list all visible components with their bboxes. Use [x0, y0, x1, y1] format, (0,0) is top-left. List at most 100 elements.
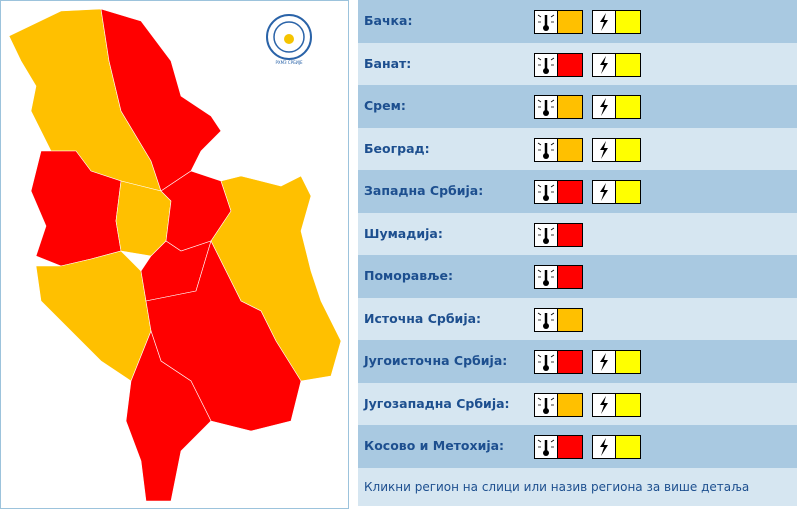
- region-row[interactable]: Банат:: [358, 42, 797, 85]
- logo-text: РХМЗ СРБИЈЕ: [275, 60, 303, 65]
- region-row[interactable]: Источна Србија:: [358, 297, 797, 340]
- level-box: [557, 392, 583, 417]
- bolt: [600, 353, 608, 371]
- level-box: [557, 307, 583, 332]
- thermo-bulb: [543, 237, 549, 244]
- heat-warning: [534, 180, 583, 204]
- region-row[interactable]: Поморавље:: [358, 255, 797, 298]
- heat-warning: [534, 10, 583, 34]
- level-box: [557, 265, 583, 289]
- region-name[interactable]: Срем:: [364, 98, 406, 113]
- region-row[interactable]: Шумадија:: [358, 212, 797, 255]
- region-row[interactable]: Косово и Метохија:: [358, 425, 797, 468]
- level-box: [557, 95, 583, 119]
- thermo-bulb: [543, 195, 549, 201]
- bolt: [600, 13, 608, 31]
- region-name[interactable]: Југоисточна Србија:: [364, 353, 508, 368]
- region-row[interactable]: Срем:: [358, 85, 797, 128]
- region-area[interactable]: [145, 240, 302, 432]
- bolt: [600, 183, 608, 201]
- thermo-bulb: [543, 407, 549, 414]
- region-name[interactable]: Шумадија:: [364, 225, 443, 241]
- storm-warning: [592, 10, 641, 34]
- storm-warning: [592, 52, 641, 77]
- logo-sun: [284, 34, 294, 44]
- level-box: [615, 52, 641, 77]
- heat-warning: [534, 265, 583, 289]
- sun-rays: [537, 142, 555, 150]
- logo: РХМЗ СРБИЈЕ: [266, 14, 312, 65]
- level-box: [557, 222, 583, 247]
- logo-ring: [273, 21, 305, 53]
- level-box: [615, 137, 641, 162]
- storm-warning: [592, 137, 641, 162]
- footer-note: Кликни регион на слици или назив региона…: [358, 467, 797, 506]
- region-table: Бачка: Банат: Срем: Београд: Западна Србија:…: [358, 0, 797, 506]
- region-name[interactable]: Источна Србија:: [364, 310, 482, 326]
- storm-warning: [592, 392, 641, 417]
- region-name[interactable]: Косово и Метохија:: [364, 438, 505, 453]
- region-row[interactable]: Југоисточна Србија:: [358, 340, 797, 383]
- sun-rays: [537, 269, 555, 278]
- heat-warning: [534, 137, 583, 162]
- heat-warning: [534, 95, 583, 119]
- level-box: [557, 10, 583, 34]
- heat-warning: [534, 222, 583, 247]
- region-rows: Бачка: Банат: Срем: Београд: Западна Србија:…: [358, 0, 797, 468]
- region-row[interactable]: Западна Србија:: [358, 170, 797, 213]
- region-row[interactable]: Југозападна Србија:: [358, 382, 797, 425]
- heat-warning: [534, 52, 583, 77]
- region-name[interactable]: Западна Србија:: [364, 183, 484, 198]
- sun-rays: [537, 439, 555, 448]
- sun-rays: [537, 14, 555, 23]
- level-box: [615, 95, 641, 119]
- thermo-bulb: [543, 67, 549, 74]
- thermo-bulb: [543, 110, 549, 116]
- region-name[interactable]: Поморавље:: [364, 268, 454, 283]
- sun-rays: [537, 354, 555, 363]
- region-row[interactable]: Београд:: [358, 127, 797, 170]
- region-name[interactable]: Југозападна Србија:: [364, 395, 510, 411]
- level-box: [615, 350, 641, 374]
- bolt: [600, 98, 608, 116]
- level-box: [615, 180, 641, 204]
- heat-warning: [534, 307, 583, 332]
- sun-rays: [537, 312, 555, 320]
- level-box: [557, 350, 583, 374]
- bolt: [600, 395, 608, 414]
- level-box: [557, 435, 583, 459]
- level-box: [557, 137, 583, 162]
- region-name[interactable]: Бачка:: [364, 13, 413, 28]
- storm-warning: [592, 180, 641, 204]
- sun-rays: [537, 227, 555, 235]
- region-area[interactable]: [100, 8, 222, 192]
- map: РХМЗ СРБИЈЕ: [0, 0, 349, 509]
- level-box: [615, 392, 641, 417]
- region-area[interactable]: [125, 330, 212, 502]
- region-name[interactable]: Београд:: [364, 140, 430, 156]
- level-box: [557, 180, 583, 204]
- thermo-bulb: [543, 365, 549, 371]
- storm-warning: [592, 95, 641, 119]
- thermo-bulb: [543, 152, 549, 159]
- bolt: [600, 55, 608, 74]
- heat-warning: [534, 392, 583, 417]
- region-name[interactable]: Банат:: [364, 55, 412, 71]
- thermo-bulb: [543, 322, 549, 329]
- thermo-bulb: [543, 25, 549, 31]
- bolt: [600, 438, 608, 456]
- region-row[interactable]: Бачка:: [358, 0, 797, 43]
- thermo-bulb: [543, 280, 549, 286]
- storm-warning: [592, 435, 641, 459]
- heat-warning: [534, 435, 583, 459]
- level-box: [557, 52, 583, 77]
- level-box: [615, 10, 641, 34]
- sun-rays: [537, 184, 555, 193]
- region-area[interactable]: [35, 250, 152, 382]
- storm-warning: [592, 350, 641, 374]
- level-box: [615, 435, 641, 459]
- heat-warning: [534, 350, 583, 374]
- sun-rays: [537, 397, 555, 405]
- sun-rays: [537, 99, 555, 108]
